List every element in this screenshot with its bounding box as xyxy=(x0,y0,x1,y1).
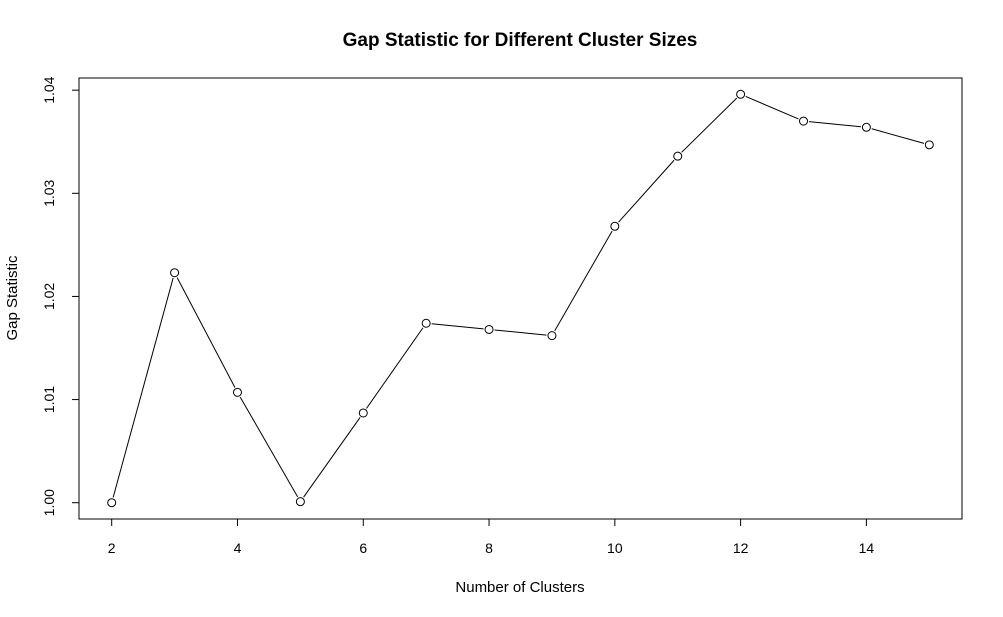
y-tick-label: 1.04 xyxy=(41,76,57,103)
series-line-segment xyxy=(239,396,299,498)
data-point xyxy=(861,122,871,132)
x-tick-label: 4 xyxy=(234,540,242,556)
data-point xyxy=(610,221,620,231)
series-points-group xyxy=(107,89,934,508)
series-line-segment xyxy=(112,277,174,498)
x-tick-label: 12 xyxy=(733,540,749,556)
series-line-segment xyxy=(871,128,925,144)
series-line-segment xyxy=(745,95,799,120)
series-line-segment xyxy=(554,230,613,332)
series-line-segment xyxy=(176,277,236,388)
data-point xyxy=(736,89,746,99)
chart-title: Gap Statistic for Different Cluster Size… xyxy=(343,30,698,51)
y-tick-label: 1.03 xyxy=(41,179,57,206)
data-point xyxy=(484,324,494,334)
x-tick-label: 10 xyxy=(607,540,623,556)
y-tick-label: 1.02 xyxy=(41,283,57,310)
x-tick-label: 8 xyxy=(485,540,493,556)
series-line-group xyxy=(112,95,925,498)
y-tick-label: 1.01 xyxy=(41,386,57,413)
data-point xyxy=(799,116,809,126)
series-line-segment xyxy=(431,323,484,330)
y-tick-label: 1.00 xyxy=(41,489,57,516)
x-tick-label: 2 xyxy=(108,540,116,556)
x-tick-label: 14 xyxy=(859,540,875,556)
y-axis: 1.00 1.01 1.02 1.03 1.04 xyxy=(41,76,80,516)
data-point xyxy=(232,387,242,397)
series-line-segment xyxy=(494,329,547,336)
series-line-segment xyxy=(681,97,738,153)
data-point xyxy=(673,151,683,161)
data-point xyxy=(547,331,557,341)
x-axis-label: Number of Clusters xyxy=(455,579,584,596)
series-line-segment xyxy=(366,327,424,409)
data-point xyxy=(421,318,431,328)
series-line-segment xyxy=(618,159,675,223)
y-axis-label: Gap Statistic xyxy=(4,255,21,341)
x-tick-label: 6 xyxy=(359,540,367,556)
data-point xyxy=(358,408,368,418)
data-point xyxy=(924,140,934,150)
data-point xyxy=(107,498,117,508)
data-point xyxy=(295,497,305,507)
series-line-segment xyxy=(808,121,861,128)
x-axis: 2 4 6 8 10 12 14 xyxy=(108,518,875,556)
series-line-segment xyxy=(303,417,361,498)
data-point xyxy=(170,268,180,278)
